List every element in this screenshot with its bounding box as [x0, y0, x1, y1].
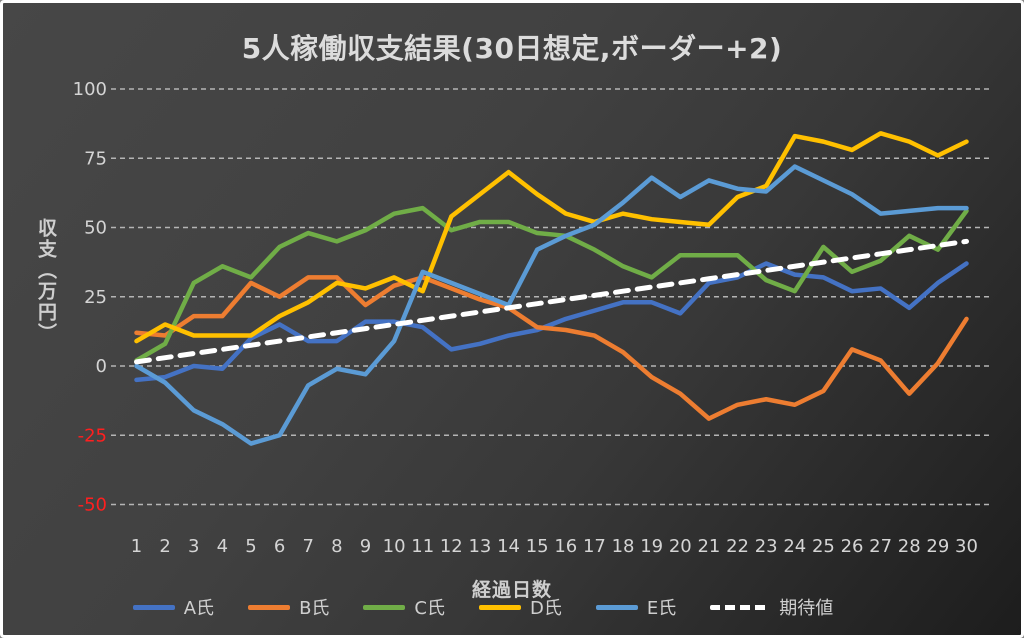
x-tick-label: 14: [497, 536, 520, 557]
legend-label: 期待値: [779, 598, 834, 619]
x-tick-label: 20: [669, 536, 692, 557]
legend-swatch: [595, 604, 638, 610]
series-line-expected: [134, 238, 969, 365]
x-tick-label: 24: [783, 536, 806, 557]
x-tick-label: 18: [612, 536, 635, 557]
y-tick-label: 0: [96, 356, 107, 377]
legend-item-c: C氏: [363, 594, 445, 620]
series-line-b: [134, 275, 969, 421]
legend-item-expected: 期待値: [710, 594, 833, 620]
legend-swatch: [479, 604, 521, 610]
x-tick-label: 6: [274, 536, 285, 557]
legend-swatch: [248, 604, 291, 610]
x-tick-label: 3: [188, 536, 199, 557]
x-tick-label: 7: [302, 536, 313, 557]
x-tick-label: 8: [331, 536, 342, 557]
x-tick-label: 5: [245, 536, 256, 557]
legend-label: A氏: [183, 598, 215, 619]
x-tick-label: 29: [926, 536, 949, 557]
x-tick-label: 17: [583, 536, 606, 557]
series-line-d: [134, 131, 969, 344]
y-axis-title: 収支（万円）: [35, 218, 57, 344]
x-tick-label: 27: [869, 536, 892, 557]
y-tick-label: 100: [73, 79, 107, 100]
x-tick-label: 30: [955, 536, 978, 557]
x-tick-label: 9: [360, 536, 371, 557]
legend-swatch: [132, 604, 175, 610]
x-tick-label: 22: [726, 536, 749, 557]
legend-item-d: D氏: [479, 594, 562, 620]
x-tick-label: 12: [440, 536, 463, 557]
y-tick-label: -50: [78, 495, 107, 516]
legend-swatch: [710, 604, 771, 610]
x-tick-label: 23: [755, 536, 778, 557]
legend-label: D氏: [530, 598, 562, 619]
x-tick-label: 1: [131, 536, 142, 557]
y-tick-label: 25: [84, 287, 107, 308]
x-axis-title: 経過日数: [471, 579, 552, 601]
series-line-e: [134, 164, 969, 446]
y-tick-label: 75: [84, 148, 107, 169]
x-tick-label: 2: [159, 536, 170, 557]
x-tick-label: 4: [217, 536, 228, 557]
x-tick-label: 19: [640, 536, 663, 557]
series-line-c: [134, 205, 969, 363]
legend-item-e: E氏: [595, 594, 677, 620]
x-tick-label: 10: [383, 536, 406, 557]
y-tick-label: 50: [84, 218, 107, 239]
x-tick-label: 15: [526, 536, 549, 557]
chart-legend: A氏 B氏 C氏 D氏 E氏 期待値: [3, 594, 963, 620]
x-tick-label: 13: [468, 536, 491, 557]
x-tick-label: 26: [841, 536, 864, 557]
x-tick-label: 21: [697, 536, 720, 557]
legend-label: E氏: [646, 598, 677, 619]
legend-label: B氏: [299, 598, 330, 619]
x-tick-label: 11: [411, 536, 434, 557]
x-tick-label: 25: [812, 536, 835, 557]
chart-title: 5人稼働収支結果(30日想定,ボーダー+2): [241, 32, 783, 65]
x-tick-label: 16: [554, 536, 577, 557]
legend-item-b: B氏: [248, 594, 329, 620]
x-tick-label: 28: [898, 536, 921, 557]
legend-swatch: [363, 604, 406, 610]
legend-item-a: A氏: [132, 594, 215, 620]
series-line-a: [134, 261, 969, 383]
legend-label: C氏: [414, 598, 445, 619]
y-tick-label: -25: [78, 425, 107, 446]
